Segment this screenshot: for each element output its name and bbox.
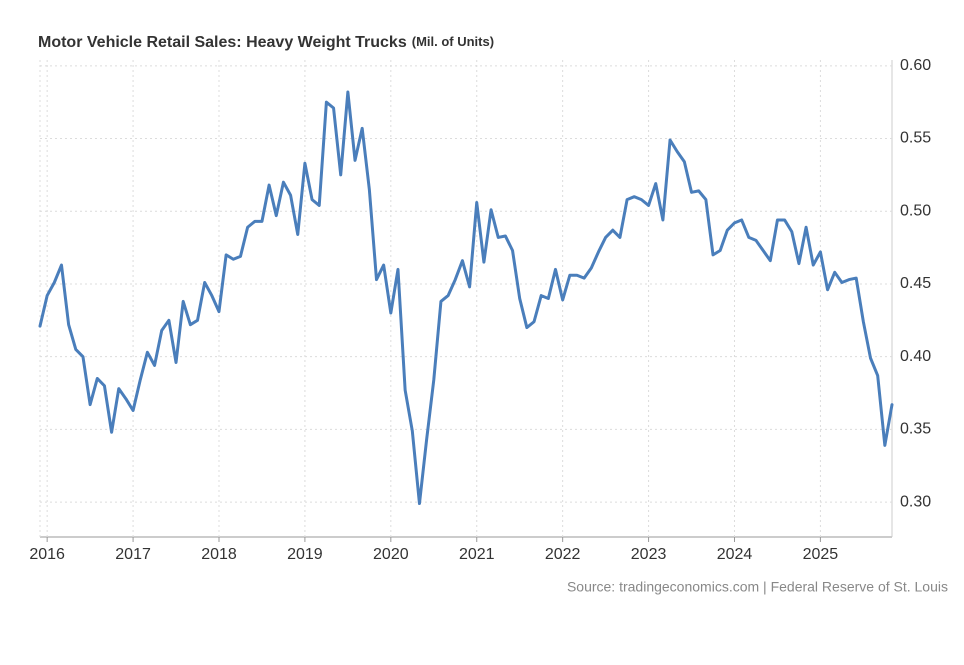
x-tick-label: 2023 [631, 546, 667, 563]
x-tick-label: 2018 [201, 546, 237, 563]
x-tick-label: 2019 [287, 546, 323, 563]
x-tick-label: 2017 [115, 546, 151, 563]
x-tick-label: 2025 [803, 546, 839, 563]
source: Source: tradingeconomics.com | Federal R… [567, 579, 948, 595]
x-tick-label: 2020 [373, 546, 409, 563]
subtitle: (Mil. of Units) [412, 34, 494, 49]
x-tick-label: 2016 [29, 546, 65, 563]
y-tick-label: 0.50 [900, 202, 931, 219]
x-tick-label: 2024 [717, 546, 753, 563]
y-tick-label: 0.35 [900, 421, 931, 438]
y-tick-label: 0.30 [900, 493, 931, 510]
x-tick-label: 2022 [545, 546, 581, 563]
x-tick-label: 2021 [459, 546, 495, 563]
y-tick-label: 0.40 [900, 348, 931, 365]
y-tick-label: 0.55 [900, 130, 931, 147]
chart-title: Motor Vehicle Retail Sales: Heavy Weight… [38, 34, 494, 51]
title: Motor Vehicle Retail Sales: Heavy Weight… [38, 34, 407, 51]
y-tick-label: 0.60 [900, 57, 931, 74]
y-tick-label: 0.45 [900, 275, 931, 292]
line [38, 90, 894, 506]
